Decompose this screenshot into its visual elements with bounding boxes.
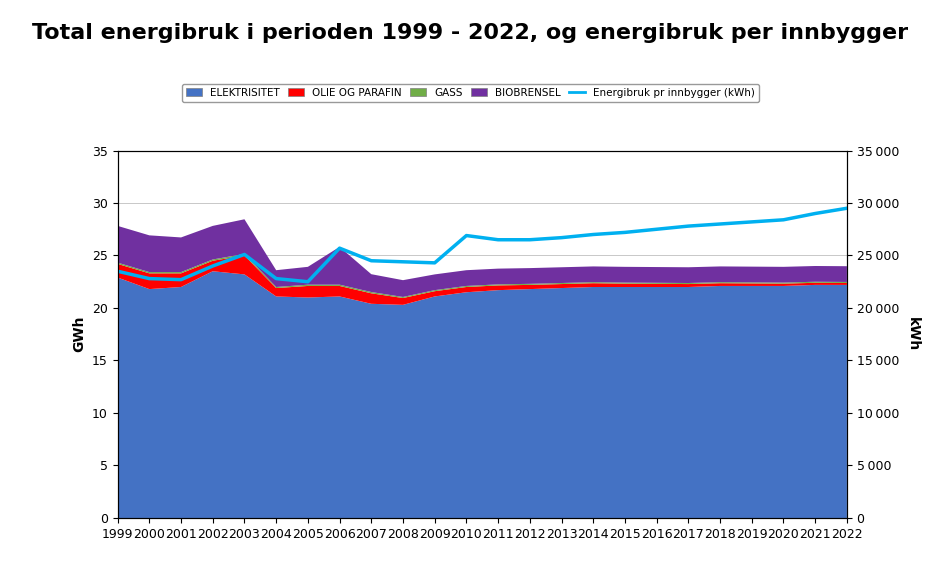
Energibruk pr innbygger (kWh) <box>683 222 694 229</box>
Y-axis label: GWh: GWh <box>72 316 87 353</box>
Energibruk pr innbygger (kWh) <box>112 268 123 275</box>
Energibruk pr innbygger (kWh) <box>270 275 281 282</box>
Legend: ELEKTRISITET, OLIE OG PARAFIN, GASS, BIOBRENSEL, Energibruk pr innbygger (kWh): ELEKTRISITET, OLIE OG PARAFIN, GASS, BIO… <box>182 84 759 102</box>
Energibruk pr innbygger (kWh) <box>524 236 535 243</box>
Energibruk pr innbygger (kWh) <box>556 234 567 241</box>
Line: Energibruk pr innbygger (kWh): Energibruk pr innbygger (kWh) <box>118 208 847 282</box>
Energibruk pr innbygger (kWh) <box>144 275 155 282</box>
Energibruk pr innbygger (kWh) <box>714 221 726 228</box>
Energibruk pr innbygger (kWh) <box>809 210 821 217</box>
Energibruk pr innbygger (kWh) <box>429 260 440 267</box>
Energibruk pr innbygger (kWh) <box>397 258 408 265</box>
Energibruk pr innbygger (kWh) <box>746 218 758 225</box>
Energibruk pr innbygger (kWh) <box>207 262 218 269</box>
Energibruk pr innbygger (kWh) <box>651 226 662 233</box>
Energibruk pr innbygger (kWh) <box>619 229 630 236</box>
Energibruk pr innbygger (kWh) <box>841 205 853 212</box>
Energibruk pr innbygger (kWh) <box>239 251 250 258</box>
Energibruk pr innbygger (kWh) <box>334 244 345 251</box>
Text: Total energibruk i perioden 1999 - 2022, og energibruk per innbygger: Total energibruk i perioden 1999 - 2022,… <box>32 23 909 43</box>
Energibruk pr innbygger (kWh) <box>492 236 503 243</box>
Energibruk pr innbygger (kWh) <box>778 217 789 223</box>
Energibruk pr innbygger (kWh) <box>587 231 598 238</box>
Energibruk pr innbygger (kWh) <box>175 276 186 283</box>
Y-axis label: kWh: kWh <box>906 317 920 352</box>
Energibruk pr innbygger (kWh) <box>302 278 313 285</box>
Energibruk pr innbygger (kWh) <box>366 257 377 264</box>
Energibruk pr innbygger (kWh) <box>461 232 472 239</box>
